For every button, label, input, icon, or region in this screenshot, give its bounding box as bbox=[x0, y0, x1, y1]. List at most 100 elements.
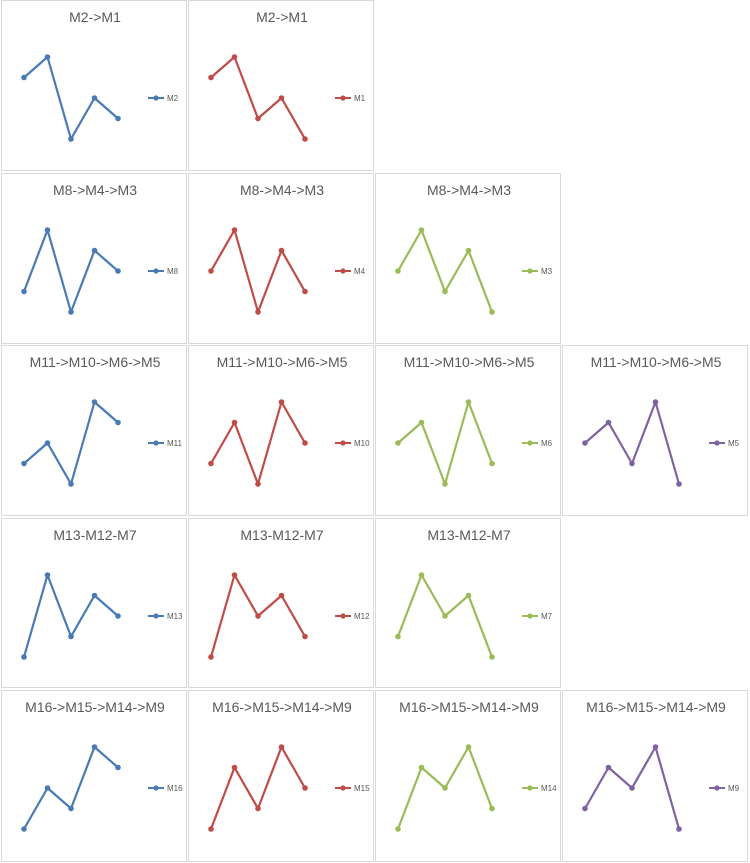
line-chart: M16->M15->M14->M9 M16 bbox=[21, 699, 183, 832]
legend-label: M13 bbox=[167, 612, 183, 621]
data-point bbox=[91, 744, 98, 750]
chart-title: M11->M10->M6->M5 bbox=[217, 354, 348, 370]
chart-title: M8->M4->M3 bbox=[240, 182, 324, 198]
data-point bbox=[676, 481, 682, 487]
chart-title: M13-M12-M7 bbox=[427, 527, 510, 543]
line-chart: M8->M4->M3 M4 bbox=[208, 182, 366, 315]
chart-title: M2->M1 bbox=[69, 9, 121, 25]
data-point bbox=[21, 288, 27, 295]
legend-label: M12 bbox=[354, 612, 370, 621]
legend: M14 bbox=[522, 784, 557, 793]
data-point bbox=[44, 227, 51, 233]
data-point bbox=[652, 399, 659, 405]
data-point bbox=[44, 440, 51, 446]
legend-label: M14 bbox=[541, 784, 557, 793]
data-point bbox=[278, 247, 285, 254]
data-point bbox=[208, 460, 214, 467]
series-line bbox=[584, 400, 681, 485]
data-point bbox=[302, 288, 308, 295]
legend-label: M10 bbox=[354, 439, 370, 448]
chart-panel: M8->M4->M3 M8 bbox=[1, 173, 187, 344]
legend: M2 bbox=[148, 94, 179, 103]
legend-label: M1 bbox=[354, 94, 366, 103]
chart-title: M16->M15->M14->M9 bbox=[586, 699, 726, 715]
data-point bbox=[255, 309, 261, 315]
chart-panel: M11->M10->M6->M5 M11 bbox=[1, 345, 187, 516]
chart-title: M13-M12-M7 bbox=[53, 527, 136, 543]
data-point bbox=[91, 247, 98, 254]
data-point bbox=[465, 399, 472, 405]
chart-title: M11->M10->M6->M5 bbox=[30, 354, 161, 370]
data-point bbox=[442, 785, 448, 791]
legend: M7 bbox=[522, 612, 553, 621]
data-point bbox=[68, 481, 74, 487]
chart-title: M16->M15->M14->M9 bbox=[25, 699, 165, 715]
data-point bbox=[208, 654, 214, 660]
data-point bbox=[68, 309, 74, 315]
data-point bbox=[255, 805, 261, 812]
data-point bbox=[231, 54, 238, 60]
data-point bbox=[489, 309, 495, 315]
series-line bbox=[209, 745, 306, 830]
legend-label: M15 bbox=[354, 784, 370, 793]
legend: M6 bbox=[522, 439, 553, 448]
data-point bbox=[278, 592, 285, 599]
chart-title: M8->M4->M3 bbox=[427, 182, 511, 198]
series-line bbox=[210, 228, 306, 314]
series-line bbox=[23, 400, 119, 486]
data-point bbox=[21, 654, 27, 660]
data-point bbox=[629, 785, 635, 791]
data-point bbox=[302, 440, 308, 446]
data-point bbox=[582, 440, 588, 446]
data-point bbox=[21, 460, 27, 467]
data-point bbox=[489, 460, 495, 467]
legend-marker bbox=[153, 440, 159, 446]
data-point bbox=[395, 633, 401, 640]
data-point bbox=[44, 572, 51, 578]
data-point bbox=[278, 744, 285, 750]
chart-title: M16->M15->M14->M9 bbox=[212, 699, 352, 715]
data-point bbox=[302, 785, 308, 791]
series-line bbox=[22, 573, 119, 658]
legend-marker bbox=[527, 440, 533, 446]
data-point bbox=[442, 613, 448, 619]
legend: M10 bbox=[335, 439, 370, 448]
data-point bbox=[21, 74, 27, 81]
data-point bbox=[582, 805, 588, 812]
chart-panel: M16->M15->M14->M9 M9 bbox=[562, 690, 748, 862]
line-chart: M2->M1 M1 bbox=[208, 9, 366, 142]
data-point bbox=[652, 744, 659, 750]
data-point bbox=[44, 54, 51, 60]
legend-label: M6 bbox=[541, 439, 553, 448]
legend: M4 bbox=[335, 267, 366, 276]
data-point bbox=[115, 115, 121, 122]
data-point bbox=[278, 95, 285, 101]
legend-label: M7 bbox=[541, 612, 553, 621]
line-chart: M16->M15->M14->M9 M9 bbox=[582, 699, 740, 832]
legend-label: M3 bbox=[541, 267, 553, 276]
legend-marker bbox=[340, 268, 346, 274]
line-chart: M11->M10->M6->M5 M6 bbox=[395, 354, 553, 487]
legend-marker bbox=[153, 95, 159, 101]
legend-marker bbox=[527, 613, 533, 619]
data-point bbox=[418, 764, 425, 771]
series-line bbox=[210, 55, 306, 140]
legend: M16 bbox=[148, 784, 183, 793]
data-point bbox=[255, 115, 261, 122]
legend: M5 bbox=[709, 439, 740, 448]
chart-panel: M13-M12-M7 M7 bbox=[375, 518, 561, 688]
legend: M15 bbox=[335, 784, 370, 793]
chart-panel: M8->M4->M3 M3 bbox=[375, 173, 561, 344]
data-point bbox=[231, 419, 238, 426]
data-point bbox=[208, 74, 214, 81]
legend-marker bbox=[527, 268, 533, 274]
data-point bbox=[208, 268, 214, 274]
data-point bbox=[278, 399, 285, 405]
data-point bbox=[44, 785, 51, 791]
legend-label: M5 bbox=[728, 439, 740, 448]
data-point bbox=[255, 481, 261, 487]
chart-panel: M2->M1 M1 bbox=[188, 0, 374, 171]
line-chart: M13-M12-M7 M13 bbox=[21, 527, 183, 660]
series-line bbox=[397, 228, 494, 313]
series-line bbox=[22, 228, 119, 314]
